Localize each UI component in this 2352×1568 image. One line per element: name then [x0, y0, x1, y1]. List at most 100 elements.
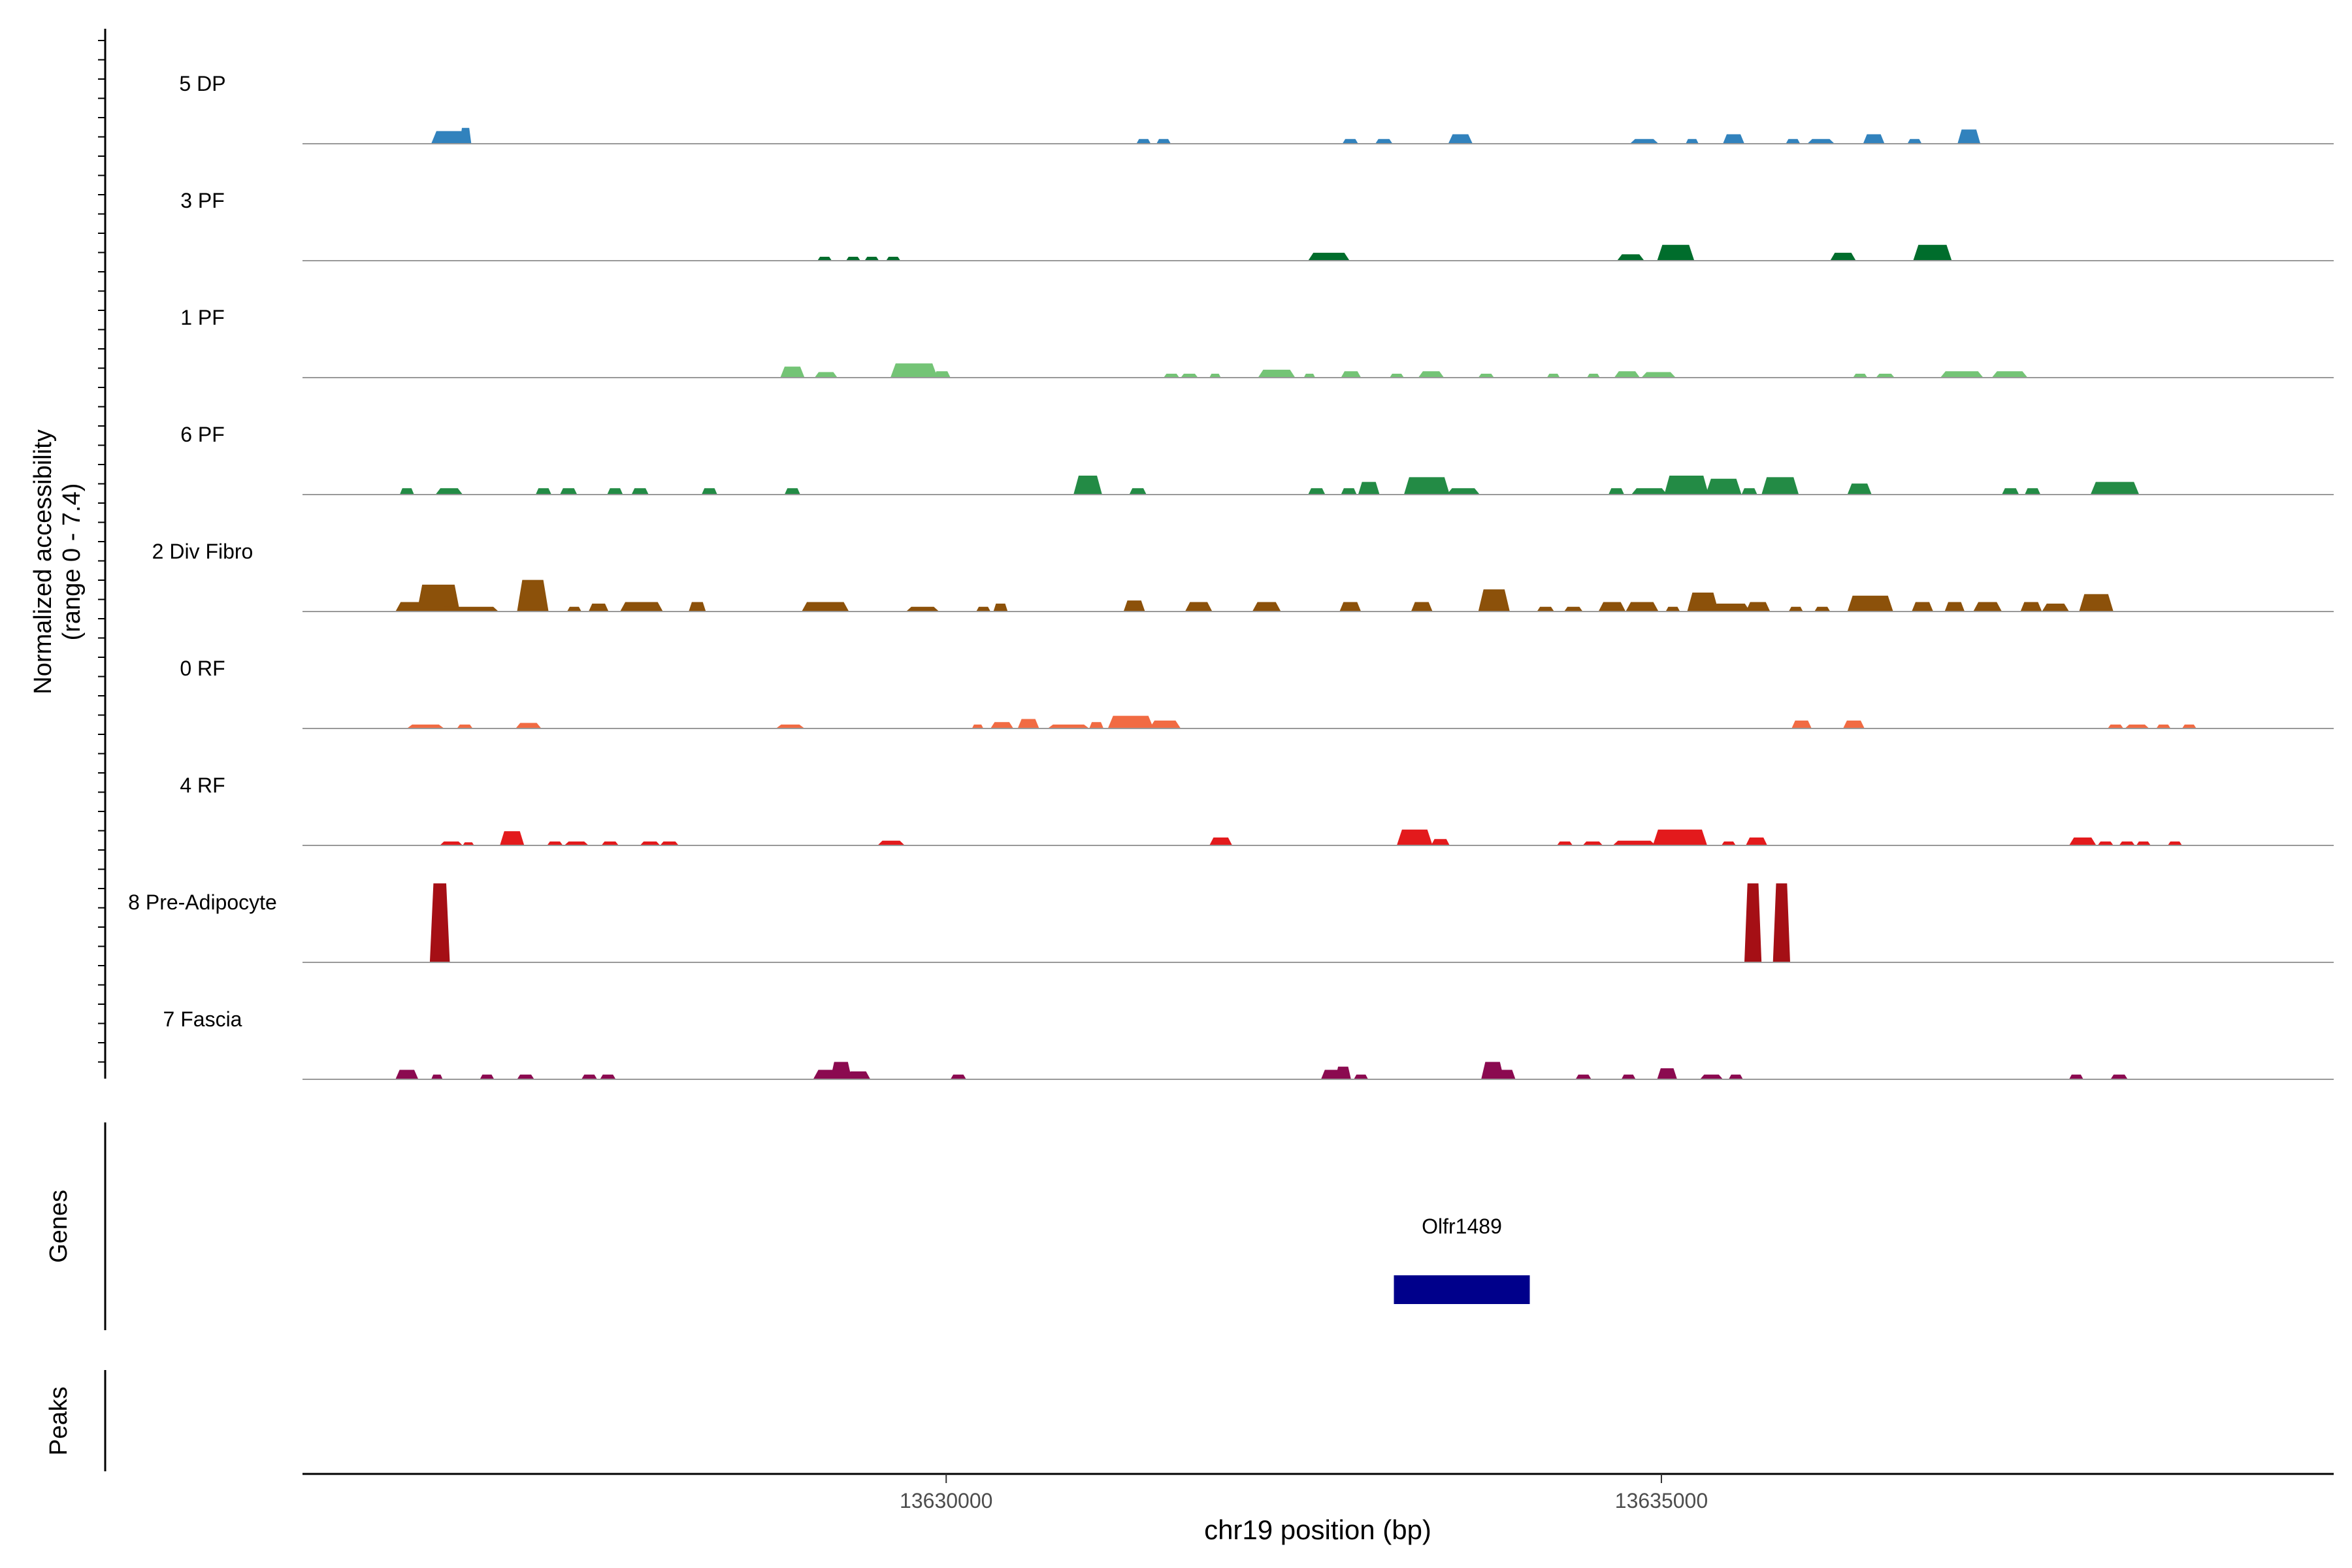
coverage-peak	[1741, 488, 1757, 495]
coverage-peak	[1657, 244, 1695, 261]
coverage-peak	[480, 1074, 495, 1079]
coverage-peak	[1973, 602, 2002, 612]
coverage-peak	[933, 371, 951, 378]
coverage-peak	[1665, 606, 1680, 612]
coverage-tracks: 5 DP 3 PF 1 PF 6 PF 2 Div Fibro 0 RF 4 RF 8 Pre…	[128, 72, 2334, 1080]
coverage-peak	[1772, 883, 1790, 962]
coverage-peak	[814, 372, 838, 378]
coverage-peak	[620, 602, 663, 612]
gene-body	[1394, 1275, 1530, 1304]
coverage-peak	[1047, 725, 1090, 728]
coverage-peak	[1209, 374, 1221, 378]
coverage-peak	[1375, 139, 1393, 144]
coverage-peak	[846, 1071, 871, 1079]
coverage-peak	[1853, 374, 1868, 378]
coverage-peak	[547, 841, 563, 845]
x-tick-label: 13635000	[1615, 1489, 1708, 1512]
gene-annotations: Olfr1489	[1394, 1215, 1530, 1304]
coverage-peak	[1609, 488, 1624, 495]
coverage-peak	[780, 367, 805, 378]
coverage-peak	[640, 841, 661, 845]
coverage-peak	[1129, 488, 1147, 495]
coverage-peak	[1181, 374, 1198, 378]
coverage-peak	[440, 841, 463, 845]
coverage-peak	[399, 488, 414, 495]
coverage-peak	[517, 580, 549, 612]
coverage-peak	[2110, 1074, 2128, 1079]
coverage-peak	[1335, 1066, 1351, 1079]
coverage-peak	[830, 1062, 852, 1079]
coverage-peak	[607, 488, 623, 495]
coverage-peak	[776, 725, 805, 728]
coverage-peak	[1686, 139, 1699, 144]
coverage-peak	[1478, 374, 1494, 378]
coverage-peak	[1341, 488, 1357, 495]
coverage-peak	[1418, 371, 1445, 378]
coverage-peak	[846, 257, 860, 261]
coverage-peak	[581, 1074, 597, 1079]
coverage-peak	[1746, 602, 1771, 612]
track-label: 3 PF	[180, 189, 225, 212]
coverage-peak	[1652, 829, 1707, 845]
coverage-peak	[1582, 841, 1603, 845]
coverage-peak	[1073, 476, 1102, 495]
coverage-peak	[1625, 602, 1659, 612]
coverage-peak	[459, 127, 472, 144]
coverage-peak	[1546, 374, 1560, 378]
coverage-peak	[864, 257, 879, 261]
coverage-peak	[906, 606, 939, 612]
coverage-peak	[515, 723, 542, 728]
genes-panel-label: Genes	[45, 1190, 73, 1263]
coverage-peak	[1448, 134, 1473, 144]
coverage-peak	[1575, 1074, 1592, 1079]
coverage-peak	[2108, 725, 2124, 728]
coverage-peak	[1664, 476, 1709, 495]
track-7-fascia: 7 Fascia	[163, 1007, 2334, 1080]
coverage-peak	[1164, 374, 1180, 378]
coverage-peak	[817, 257, 832, 261]
track-label: 1 PF	[180, 306, 225, 329]
track-6-pf: 6 PF	[180, 423, 2334, 495]
coverage-peak	[976, 606, 991, 612]
coverage-peak	[588, 603, 609, 612]
coverage-peak	[2020, 602, 2042, 612]
coverage-peak	[1156, 139, 1171, 144]
coverage-peak	[1907, 139, 1922, 144]
coverage-peak	[1123, 600, 1145, 612]
coverage-peak	[1723, 134, 1744, 144]
peaks-panel-label: Peaks	[45, 1386, 73, 1456]
coverage-peak	[2069, 837, 2097, 845]
coverage-peak	[535, 488, 551, 495]
coverage-peak	[1721, 841, 1736, 845]
coverage-peak	[1700, 1074, 1723, 1079]
coverage-peak	[1843, 720, 1865, 728]
coverage-peak	[1791, 720, 1812, 728]
coverage-peak	[1847, 595, 1893, 612]
coverage-peak	[1478, 589, 1510, 612]
coverage-peak	[601, 841, 619, 845]
coverage-peak	[701, 488, 717, 495]
coverage-peak	[1396, 829, 1433, 845]
coverage-peak	[631, 488, 649, 495]
coverage-peak	[567, 606, 581, 612]
track-label: 5 DP	[179, 72, 225, 95]
coverage-peak	[1913, 244, 1952, 261]
coverage-peak	[1612, 840, 1656, 845]
coverage-peak	[1358, 482, 1380, 495]
coverage-peak	[1390, 374, 1404, 378]
coverage-peak	[1411, 602, 1433, 612]
track-label: 0 RF	[180, 657, 225, 680]
coverage-peak	[1598, 602, 1626, 612]
track-8-pre-adipocyte: 8 Pre-Adipocyte	[128, 883, 2334, 963]
coverage-y-axis-title: Normalized accessibility (range 0 - 7.4)	[29, 429, 86, 694]
coverage-y-axis-ticks	[98, 40, 105, 1063]
coverage-peak	[1912, 602, 1933, 612]
coverage-peak	[1705, 478, 1742, 495]
coverage-peak	[1587, 374, 1600, 378]
coverage-peak	[1497, 1070, 1516, 1079]
coverage-peak	[1847, 483, 1872, 495]
coverage-peak	[2181, 725, 2197, 728]
coverage-peak	[564, 841, 589, 845]
coverage-peak	[406, 725, 444, 728]
